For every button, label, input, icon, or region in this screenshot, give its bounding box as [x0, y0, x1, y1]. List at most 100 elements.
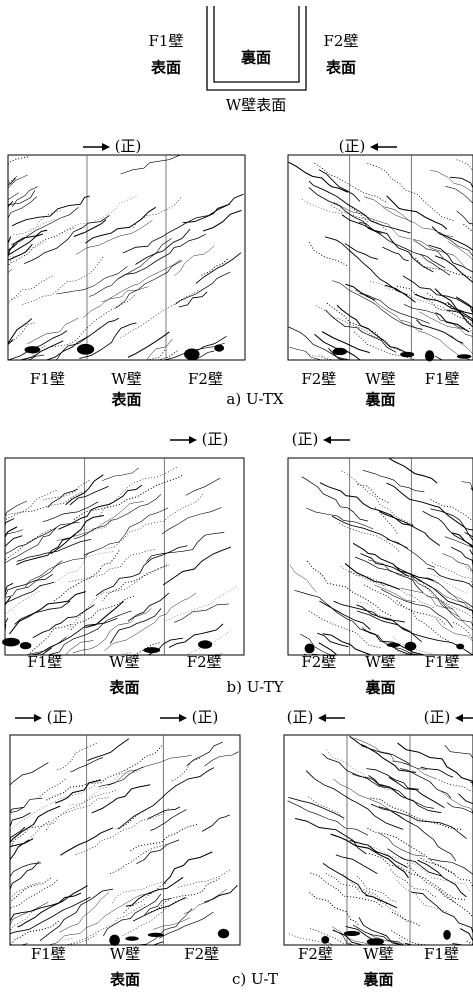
crack	[45, 779, 101, 801]
crack	[447, 301, 473, 350]
crack	[397, 285, 473, 327]
crack	[58, 892, 109, 933]
wall-label: F2壁	[298, 945, 333, 963]
crack	[331, 515, 408, 549]
crack	[25, 550, 94, 588]
crack	[4, 490, 57, 533]
direction-label: (正)	[339, 137, 366, 155]
crack	[370, 845, 470, 892]
crack	[339, 198, 369, 223]
crack	[99, 466, 177, 517]
crack	[183, 889, 227, 915]
crack	[60, 827, 114, 856]
crack	[400, 587, 453, 609]
crack	[358, 917, 401, 945]
crack	[136, 335, 227, 361]
crack	[136, 839, 180, 865]
direction-label: (正)	[115, 137, 142, 155]
crack-panel	[9, 734, 241, 946]
crack	[165, 586, 237, 622]
crack	[105, 494, 203, 549]
crack	[390, 869, 436, 898]
crack	[396, 600, 463, 647]
crack	[319, 600, 371, 630]
crack	[195, 252, 242, 284]
crack	[74, 494, 162, 539]
crack	[42, 501, 99, 523]
crack	[336, 304, 408, 354]
crack	[83, 507, 169, 556]
crack	[324, 236, 408, 296]
spall	[214, 344, 225, 352]
crack	[21, 256, 104, 305]
arrow-head	[179, 714, 187, 722]
crack	[65, 903, 145, 946]
spall	[443, 929, 451, 940]
crack	[4, 527, 57, 578]
crack	[349, 735, 417, 773]
crack	[9, 826, 26, 867]
face-label: 裏面	[362, 971, 393, 989]
direction-label: (正)	[424, 708, 451, 726]
arrow-head	[318, 714, 326, 722]
crack	[36, 551, 114, 588]
crack	[428, 244, 473, 286]
face-label: 表面	[109, 679, 139, 697]
panel-frame	[287, 457, 473, 656]
crack	[440, 600, 473, 637]
arrow-head	[189, 436, 197, 444]
crack	[373, 584, 416, 603]
crack	[9, 839, 29, 884]
spall	[2, 637, 20, 647]
crack	[406, 863, 457, 904]
crack	[382, 207, 454, 237]
wall-label: F2壁	[187, 653, 222, 671]
spall	[109, 934, 120, 946]
crack	[73, 474, 183, 520]
crack	[331, 205, 388, 231]
crack	[56, 743, 97, 771]
wall-label: W壁	[363, 945, 393, 963]
crack	[356, 604, 405, 623]
crack	[425, 576, 473, 621]
crack	[7, 269, 13, 299]
crack	[69, 485, 109, 506]
crack	[308, 180, 411, 234]
crack	[308, 796, 344, 820]
crack	[17, 885, 88, 928]
crack	[102, 893, 162, 937]
wall-label: F1壁	[425, 653, 460, 671]
crack	[308, 187, 382, 234]
crack	[416, 319, 464, 344]
crack	[393, 565, 473, 617]
wall-label: F1壁	[425, 370, 460, 388]
wall-label: F2壁	[301, 370, 336, 388]
crack	[439, 231, 473, 285]
crack	[43, 480, 90, 500]
crack	[56, 501, 144, 541]
crack	[11, 210, 61, 236]
panel-frame	[9, 734, 241, 946]
crack	[16, 539, 92, 562]
crack	[47, 488, 78, 508]
crack	[176, 869, 231, 889]
crack	[357, 484, 389, 504]
crack	[4, 526, 18, 589]
crack	[7, 200, 14, 228]
crack	[367, 163, 454, 221]
crack	[4, 528, 52, 561]
crack	[7, 242, 18, 275]
crack	[175, 271, 231, 305]
spall	[343, 930, 361, 936]
crack	[341, 214, 434, 273]
spall	[456, 354, 472, 359]
crack	[204, 751, 239, 767]
crack	[322, 753, 397, 791]
crack	[361, 627, 463, 656]
crack	[7, 192, 19, 238]
crack-panel	[283, 734, 473, 946]
spall	[76, 343, 95, 355]
crack	[79, 322, 137, 359]
crack	[344, 562, 400, 590]
crack	[28, 790, 116, 840]
